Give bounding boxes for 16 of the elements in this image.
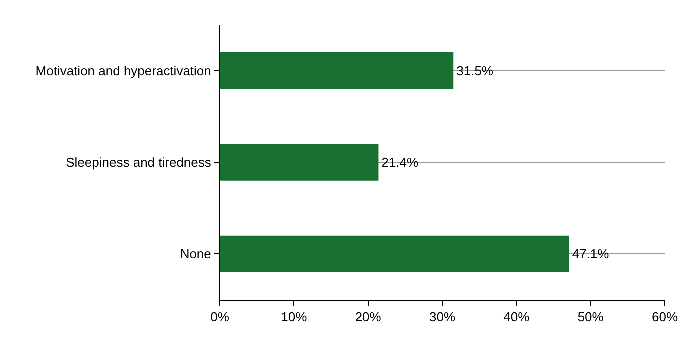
bar [220, 52, 454, 90]
data-label: 31.5% [456, 63, 494, 78]
y-tick-label: Sleepiness and tiredness [66, 155, 212, 170]
y-tick-label: Motivation and hyperactivation [36, 63, 212, 78]
y-tick-label: None [180, 246, 212, 262]
x-tick-label: 0% [210, 310, 230, 325]
data-label: 47.1% [572, 246, 610, 262]
x-tick-label: 10% [281, 310, 308, 325]
data-label: 21.4% [382, 155, 420, 170]
bar [220, 144, 379, 181]
x-tick-label: 60% [652, 310, 678, 325]
x-tick-label: 50% [578, 310, 604, 325]
x-tick-label: 20% [355, 310, 382, 325]
x-tick-label: 30% [429, 310, 456, 325]
bar [220, 236, 570, 272]
x-tick-label: 40% [504, 310, 530, 325]
